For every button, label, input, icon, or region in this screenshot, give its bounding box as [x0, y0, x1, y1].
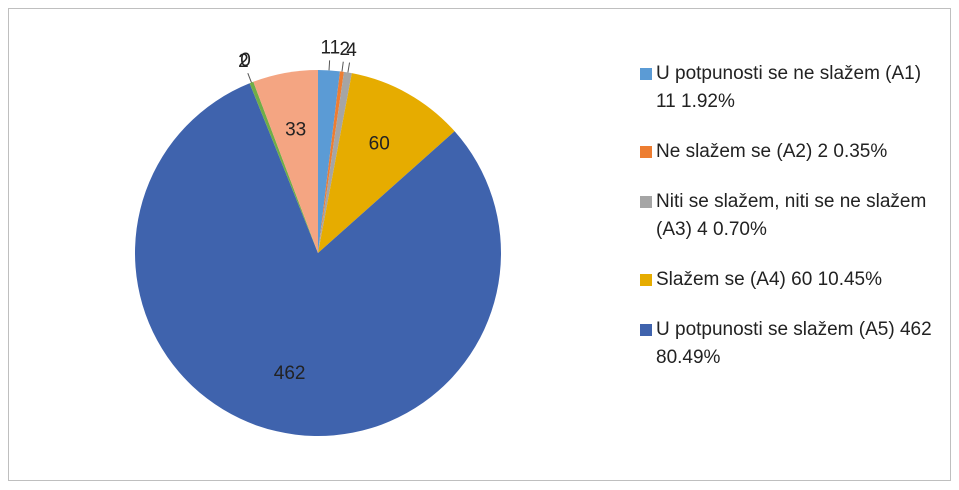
- pie-slice: [318, 73, 455, 253]
- legend-swatch: [640, 146, 652, 158]
- legend-label: Slažem se (A4) 60 10.45%: [656, 269, 883, 290]
- data-label: 2: [238, 51, 249, 72]
- chart-frame: [8, 8, 951, 481]
- legend-item: U potpunosti se slažem (A5) 462 80.49%: [640, 316, 940, 372]
- legend-swatch: [640, 274, 652, 286]
- legend-swatch: [640, 196, 652, 208]
- data-label: 33: [285, 120, 306, 141]
- data-label: 60: [369, 134, 390, 155]
- data-label: 0: [240, 50, 251, 71]
- legend-swatch: [640, 324, 652, 336]
- legend-label: Niti se slažem, niti se ne slažem (A3) 4…: [656, 191, 927, 240]
- leader-line: [247, 73, 252, 83]
- leader-line: [341, 61, 344, 72]
- pie-slice: [318, 71, 352, 254]
- data-label: 4: [346, 40, 357, 61]
- legend-item: Niti se slažem, niti se ne slažem (A3) 4…: [640, 188, 940, 244]
- legend-item: U potpunosti se ne slažem (A1) 11 1.92%: [640, 60, 940, 116]
- pie-slice: [134, 83, 501, 437]
- legend-label: Ne slažem se (A2) 2 0.35%: [656, 141, 888, 162]
- legend-item: Ne slažem se (A2) 2 0.35%: [640, 138, 940, 166]
- legend-item: Slažem se (A4) 60 10.45%: [640, 266, 940, 294]
- leader-line: [347, 62, 351, 73]
- legend-swatch: [640, 68, 652, 80]
- data-label: 462: [274, 363, 306, 384]
- legend: U potpunosti se ne slažem (A1) 11 1.92% N…: [640, 60, 940, 372]
- data-label: 2: [340, 39, 351, 60]
- data-label: 11: [320, 37, 340, 58]
- pie-slice: [318, 71, 344, 253]
- pie-slice: [318, 70, 340, 253]
- pie-slice: [253, 70, 318, 253]
- pie-slice: [249, 81, 318, 253]
- legend-label: U potpunosti se ne slažem (A1) 11 1.92%: [656, 63, 922, 112]
- leader-line: [328, 60, 331, 71]
- legend-label: U potpunosti se slažem (A5) 462 80.49%: [656, 319, 932, 368]
